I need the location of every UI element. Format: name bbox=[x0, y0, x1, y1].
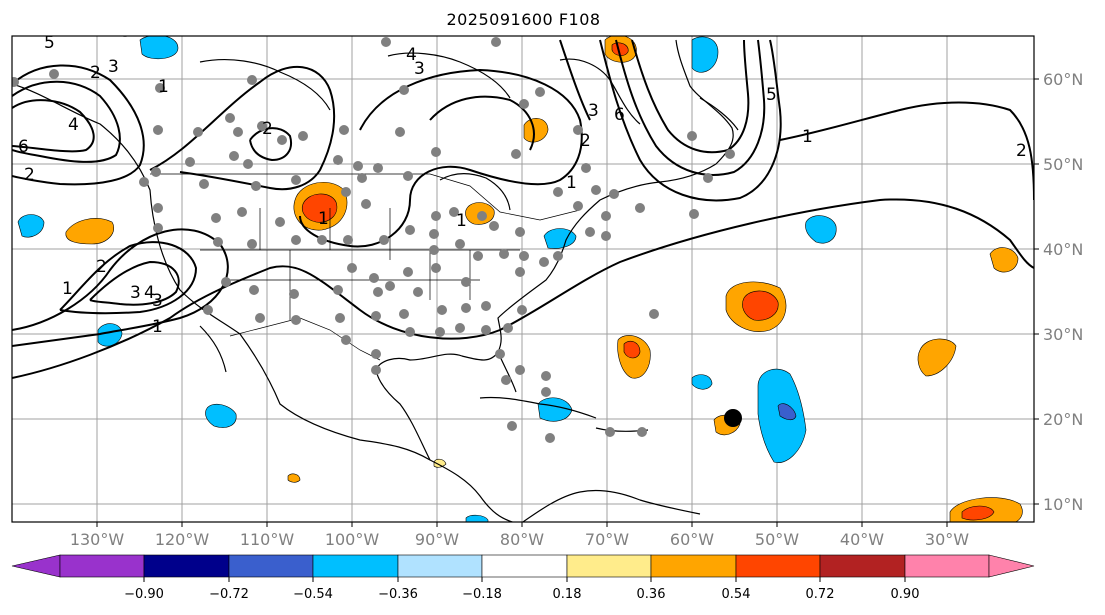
contour-label: 2 bbox=[262, 119, 273, 139]
contour-label: 4 bbox=[144, 283, 155, 303]
colorbar-segment bbox=[397, 554, 483, 578]
contour-label: 3 bbox=[130, 283, 141, 303]
colorbar-tick-label: 0.36 bbox=[637, 587, 666, 602]
colorbar-tick-label: −0.72 bbox=[209, 587, 249, 602]
contour-label: 4 bbox=[68, 115, 79, 135]
contour-label-group: 5 2 4 3 1 6 2 1 2 3 4 3 1 2 3 1 4 3 6 5 … bbox=[18, 33, 1027, 337]
lat-label: 10°N bbox=[1043, 495, 1083, 514]
contour-label: 1 bbox=[456, 211, 467, 231]
colorbar-tick-label: −0.36 bbox=[378, 587, 418, 602]
shaded-fields bbox=[17, 36, 1023, 522]
lon-label: 130°W bbox=[70, 530, 125, 549]
colorbar-segment bbox=[59, 554, 145, 578]
contours bbox=[12, 39, 1034, 379]
contour-label: 2 bbox=[96, 257, 107, 277]
contour-label: 4 bbox=[406, 45, 417, 65]
colorbar-labels: −0.90 −0.72 −0.54 −0.36 −0.18 0.18 0.36 … bbox=[124, 587, 919, 602]
lon-label: 120°W bbox=[155, 530, 210, 549]
lon-label: 70°W bbox=[585, 530, 629, 549]
colorbar-tick-label: −0.90 bbox=[124, 587, 164, 602]
latitude-labels: 60°N 50°N 40°N 30°N 20°N 10°N bbox=[1043, 70, 1083, 514]
contour-label: 1 bbox=[802, 127, 813, 147]
colorbar-ticks bbox=[143, 577, 906, 582]
colorbar-segment bbox=[566, 554, 652, 578]
station-dots bbox=[12, 36, 735, 443]
lat-label: 20°N bbox=[1043, 410, 1083, 429]
lon-label: 90°W bbox=[415, 530, 459, 549]
colorbar-tick-label: −0.54 bbox=[293, 587, 333, 602]
lat-label: 60°N bbox=[1043, 70, 1083, 89]
lat-label: 30°N bbox=[1043, 325, 1083, 344]
lat-label: 50°N bbox=[1043, 155, 1083, 174]
storm-marker bbox=[724, 409, 742, 427]
longitude-labels: 130°W 120°W 110°W 100°W 90°W 80°W 70°W 6… bbox=[70, 530, 969, 549]
colorbar-segment bbox=[312, 554, 399, 578]
colorbar-tick-label: 0.90 bbox=[891, 587, 920, 602]
contour-label: 5 bbox=[766, 85, 777, 105]
lon-label: 60°W bbox=[670, 530, 714, 549]
colorbar bbox=[11, 554, 1035, 578]
colorbar-tick-label: 0.72 bbox=[806, 587, 835, 602]
colorbar-tick-label: −0.18 bbox=[462, 587, 502, 602]
lon-label: 110°W bbox=[240, 530, 295, 549]
contour-label: 2 bbox=[1016, 141, 1027, 161]
contour-label: 3 bbox=[414, 59, 425, 79]
axis-ticks bbox=[96, 78, 1039, 527]
contour-label: 6 bbox=[18, 137, 29, 157]
contour-label: 1 bbox=[152, 317, 163, 337]
lon-label: 100°W bbox=[325, 530, 380, 549]
map-frame bbox=[11, 35, 1035, 523]
colorbar-tick-label: 0.54 bbox=[722, 587, 751, 602]
colorbar-segment bbox=[650, 554, 737, 578]
contour-label: 2 bbox=[24, 165, 35, 185]
lat-label: 40°N bbox=[1043, 240, 1083, 259]
lon-label: 40°W bbox=[840, 530, 884, 549]
colorbar-tick-label: 0.18 bbox=[553, 587, 582, 602]
contour-label: 2 bbox=[580, 131, 591, 151]
colorbar-segment bbox=[904, 554, 990, 578]
contour-label: 3 bbox=[108, 57, 119, 77]
contour-label: 1 bbox=[158, 77, 169, 97]
contour-label: 1 bbox=[62, 279, 73, 299]
colorbar-segment bbox=[735, 554, 821, 578]
colorbar-segment bbox=[988, 554, 1035, 578]
contour-label: 6 bbox=[614, 105, 625, 125]
contour-label: 2 bbox=[90, 63, 101, 83]
contour-label: 3 bbox=[588, 101, 599, 121]
colorbar-segment bbox=[11, 554, 61, 578]
map-title: 2025091600 F108 bbox=[446, 10, 601, 29]
colorbar-segment bbox=[228, 554, 314, 578]
colorbar-segment bbox=[481, 554, 568, 578]
borders bbox=[150, 173, 581, 361]
contour-label: 5 bbox=[44, 33, 55, 53]
lon-label: 30°W bbox=[925, 530, 969, 549]
colorbar-segment bbox=[819, 554, 906, 578]
contour-label: 1 bbox=[566, 173, 577, 193]
contour-label: 3 bbox=[152, 291, 163, 311]
colorbar-segment bbox=[143, 554, 230, 578]
lon-label: 50°W bbox=[755, 530, 799, 549]
lon-label: 80°W bbox=[500, 530, 544, 549]
contour-label: 1 bbox=[318, 209, 329, 229]
